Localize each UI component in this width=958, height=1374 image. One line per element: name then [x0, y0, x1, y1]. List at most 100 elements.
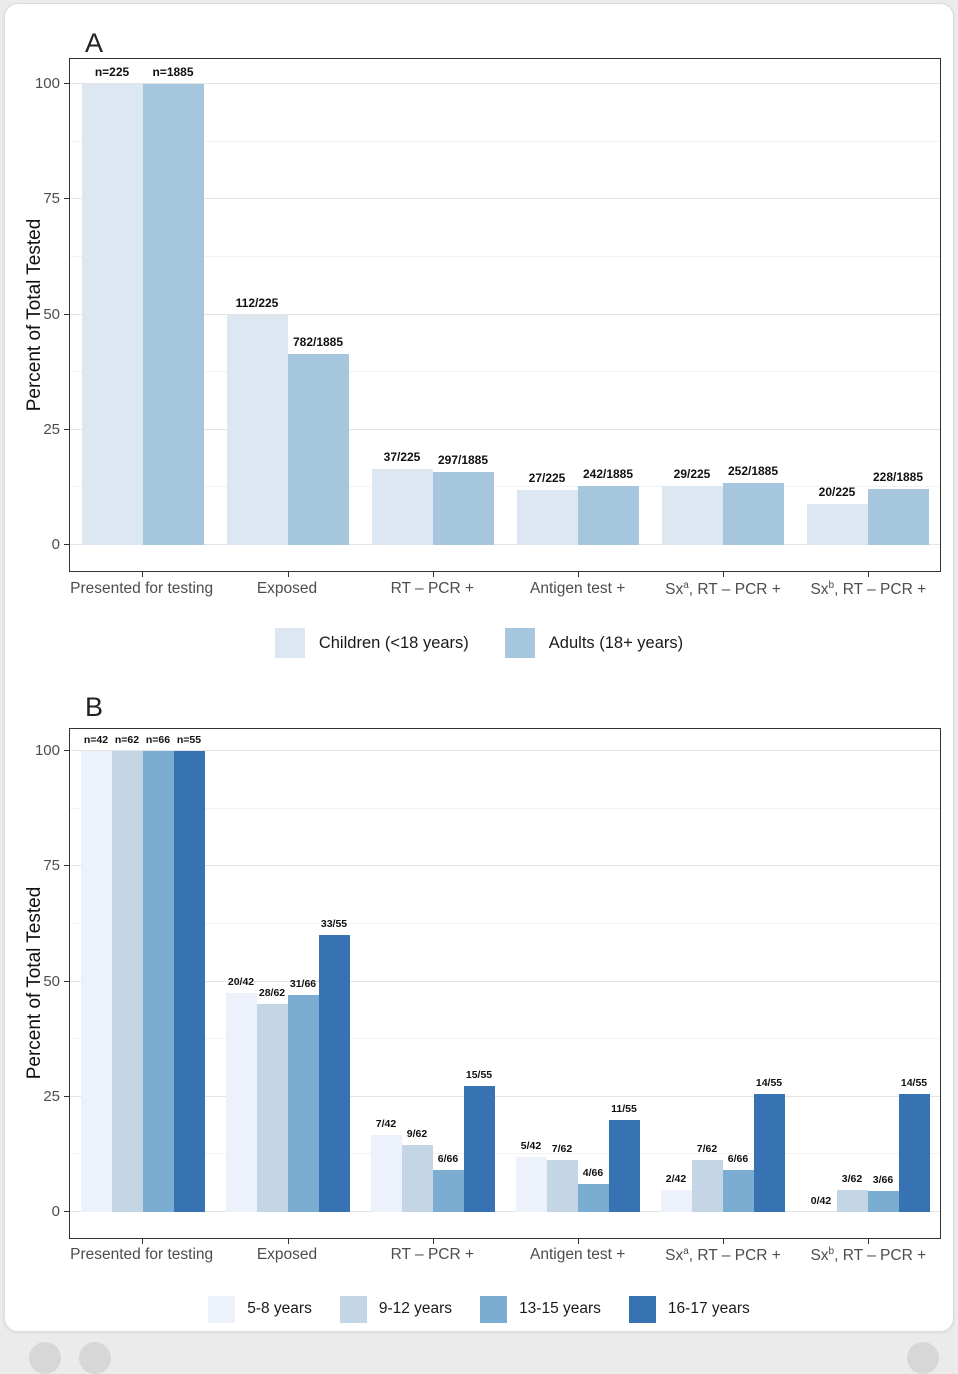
bar-value-label: 242/1885 — [583, 467, 633, 481]
bar-column: 5/42 — [516, 1157, 547, 1212]
bar-column: 15/55 — [464, 1086, 495, 1212]
category-label-text: , RT – PCR + — [834, 1247, 926, 1264]
bar-value-label: 37/225 — [384, 450, 421, 464]
legend-label: Adults (18+ years) — [549, 634, 683, 653]
legend-swatch — [340, 1296, 367, 1323]
bar — [143, 751, 174, 1212]
y-tick-label: 100 — [35, 75, 60, 93]
bar — [899, 1094, 930, 1212]
x-category-label: Sxa, RT – PCR + — [650, 1246, 795, 1265]
bar-value-label: n=1885 — [152, 65, 193, 79]
bar — [433, 1170, 464, 1212]
category-label-text: Exposed — [257, 1246, 317, 1263]
bar — [464, 1086, 495, 1212]
bar — [227, 315, 288, 545]
bar-column: 20/42 — [226, 993, 257, 1212]
bar — [319, 935, 350, 1212]
x-tick-mark — [723, 1238, 724, 1244]
bar — [226, 993, 257, 1212]
category-label-text: RT – PCR + — [391, 580, 474, 597]
bar — [578, 1184, 609, 1212]
legend-swatch — [629, 1296, 656, 1323]
bar — [517, 490, 578, 545]
x-category-label: RT – PCR + — [360, 580, 505, 599]
bar-column: 33/55 — [319, 935, 350, 1212]
panel-a-title: A — [85, 28, 104, 59]
bar-value-label: 20/42 — [228, 976, 254, 988]
x-category-label: Antigen test + — [505, 1246, 650, 1265]
bar-value-label: 0/42 — [811, 1195, 831, 1207]
bar-value-label: 297/1885 — [438, 453, 488, 467]
bar-column: n=55 — [174, 751, 205, 1212]
bar-value-label: n=62 — [115, 734, 139, 746]
bar — [288, 995, 319, 1212]
legend-label: 5-8 years — [247, 1300, 312, 1318]
bar-value-label: 9/62 — [407, 1128, 427, 1140]
corner-dot-decoration — [29, 1342, 61, 1374]
x-tick-mark — [578, 571, 579, 577]
category-label-text: Antigen test + — [530, 1246, 625, 1263]
bar — [82, 84, 143, 545]
category-label-text: , RT – PCR + — [689, 581, 781, 598]
legend-swatch — [208, 1296, 235, 1323]
x-tick-mark — [868, 571, 869, 577]
x-category-label: Sxb, RT – PCR + — [796, 1246, 941, 1265]
bar-value-label: 14/55 — [756, 1077, 782, 1089]
legend-item: Children (<18 years) — [275, 628, 469, 658]
bar-column: n=42 — [81, 751, 112, 1212]
panel-a-legend: Children (<18 years) Adults (18+ years) — [5, 626, 953, 660]
bar-column: 7/42 — [371, 1135, 402, 1212]
category-label-text: Sx — [810, 581, 828, 598]
bar — [372, 469, 433, 545]
bar-value-label: 3/66 — [873, 1174, 893, 1186]
bar-value-label: 7/42 — [376, 1118, 396, 1130]
panel-b-title: B — [85, 692, 104, 723]
x-tick-mark — [433, 1238, 434, 1244]
corner-dot-decoration — [907, 1342, 939, 1374]
legend-item: 9-12 years — [340, 1296, 452, 1323]
y-tick-label: 25 — [43, 1088, 60, 1106]
bar-value-label: 4/66 — [583, 1167, 603, 1179]
y-tick-label: 25 — [43, 421, 60, 439]
category-label-text: , RT – PCR + — [834, 581, 926, 598]
bar-value-label: 14/55 — [901, 1077, 927, 1089]
corner-dot-decoration — [79, 1342, 111, 1374]
bar — [837, 1190, 868, 1212]
bar-value-label: 6/66 — [728, 1153, 748, 1165]
x-category-label: Presented for testing — [69, 1246, 214, 1265]
bar-value-label: 228/1885 — [873, 470, 923, 484]
bar — [143, 84, 204, 545]
bar-column: n=1885 — [143, 84, 204, 545]
bar-column: 297/1885 — [433, 472, 494, 545]
bar-value-label: 782/1885 — [293, 335, 343, 349]
legend-label: Children (<18 years) — [319, 634, 469, 653]
bar-value-label: 6/66 — [438, 1153, 458, 1165]
bar-column: 112/225 — [227, 315, 288, 545]
y-tick-label: 100 — [35, 742, 60, 760]
x-category-label: Sxb, RT – PCR + — [796, 580, 941, 599]
bar — [433, 472, 494, 545]
bar-column: 3/66 — [868, 1191, 899, 1212]
x-category-label: Sxa, RT – PCR + — [650, 580, 795, 599]
x-category-label: Presented for testing — [69, 580, 214, 599]
bar-value-label: 33/55 — [321, 918, 347, 930]
x-tick-mark — [868, 1238, 869, 1244]
legend-item: 13-15 years — [480, 1296, 601, 1323]
bar-column: 14/55 — [754, 1094, 785, 1212]
bar — [112, 751, 143, 1212]
category-label-text: RT – PCR + — [391, 1246, 474, 1263]
bar-value-label: 31/66 — [290, 978, 316, 990]
bar-column: 228/1885 — [868, 489, 929, 545]
x-tick-mark — [142, 571, 143, 577]
y-tick-label: 0 — [52, 536, 60, 554]
legend-item: Adults (18+ years) — [505, 628, 683, 658]
bar — [723, 1170, 754, 1212]
bar — [402, 1145, 433, 1212]
category-label-text: Presented for testing — [70, 1246, 213, 1263]
bar-column: 782/1885 — [288, 354, 349, 545]
bar-value-label: 7/62 — [697, 1143, 717, 1155]
